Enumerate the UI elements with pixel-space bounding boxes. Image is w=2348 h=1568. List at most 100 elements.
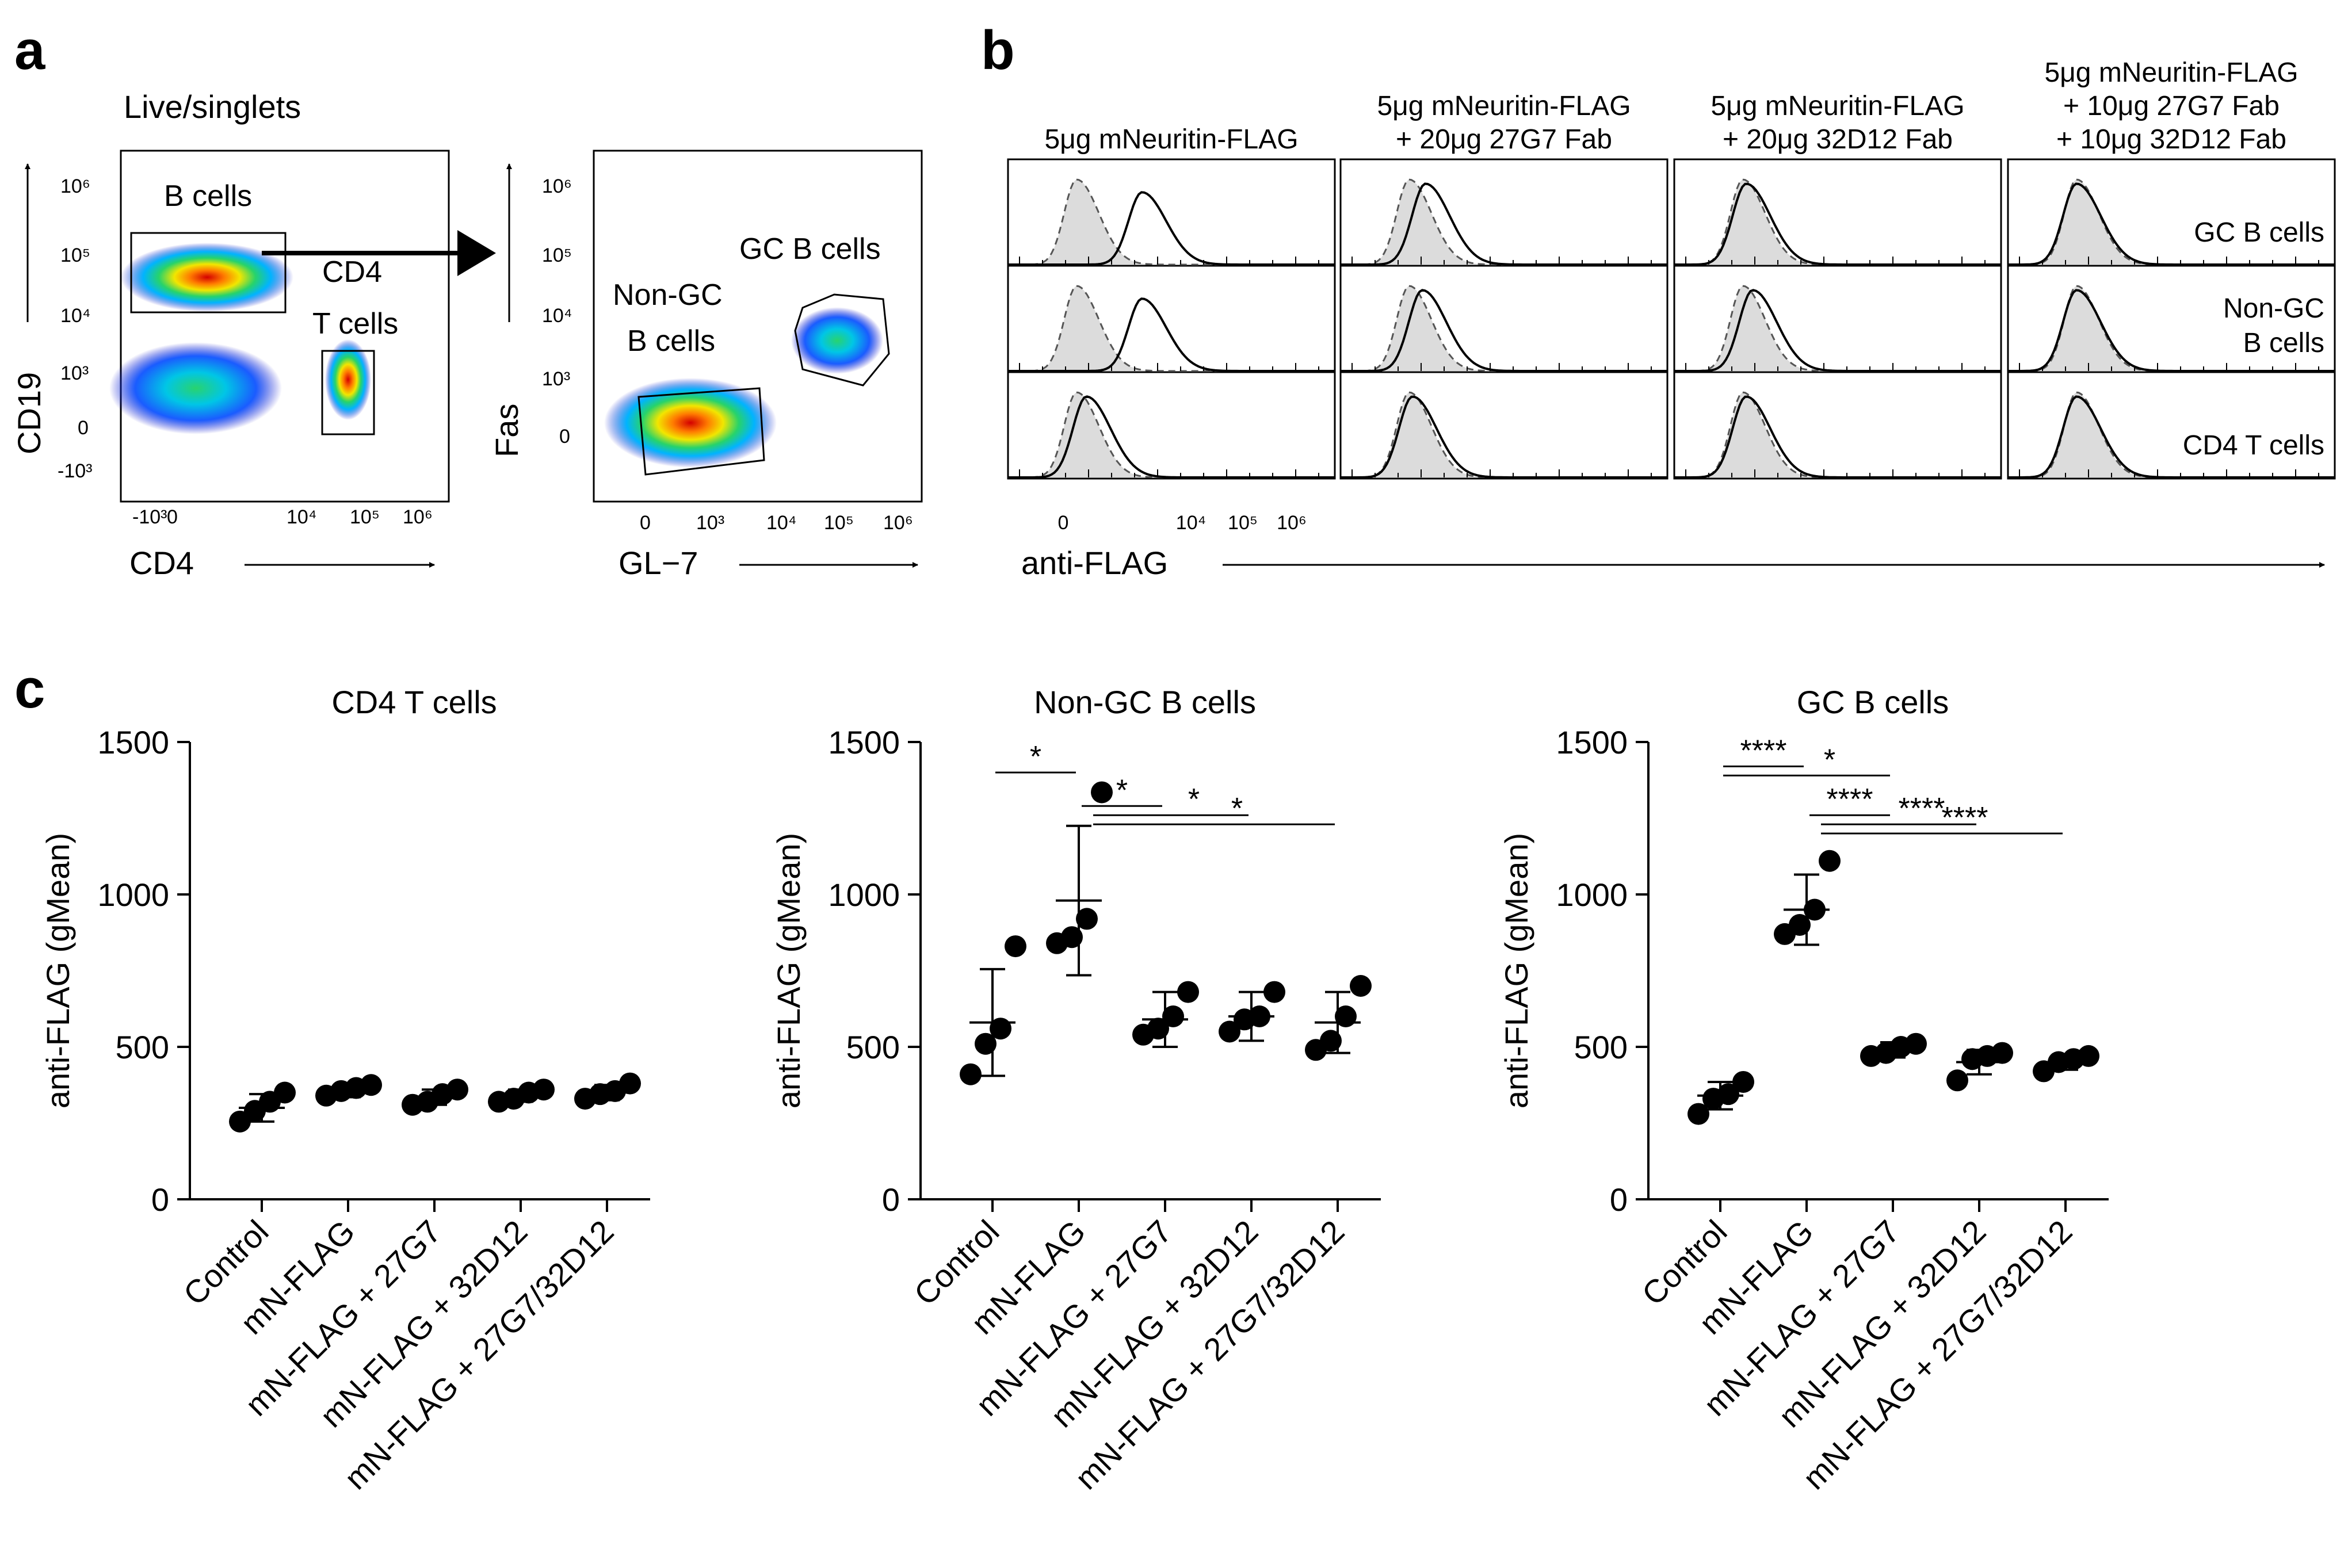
panel-a-title: Live/singlets — [124, 89, 301, 125]
y-axis-label: CD19 — [11, 372, 47, 454]
data-point — [1076, 908, 1098, 930]
x-tick: 10⁶ — [1277, 512, 1307, 534]
y-tick-label: 500 — [116, 1029, 169, 1065]
y-tick: 10⁶ — [60, 175, 90, 197]
histogram-sample-curve — [1341, 289, 1667, 372]
data-point — [1687, 1103, 1709, 1125]
y-tick: 10⁴ — [60, 305, 90, 327]
data-point — [1804, 898, 1826, 921]
density-b-cells — [121, 243, 293, 312]
y-tick: 10⁵ — [542, 244, 572, 266]
significance-label: * — [1231, 792, 1243, 825]
column-title-line: + 20μg 32D12 Fab — [1723, 124, 1953, 155]
x-tick: 10⁵ — [350, 506, 380, 528]
histogram-sample-curve — [1674, 289, 2001, 372]
x-tick: -10³ — [132, 506, 167, 528]
gate-label-cd4: CD4 — [322, 255, 382, 289]
x-tick: 10⁵ — [1228, 512, 1258, 534]
row-label: CD4 T cells — [2183, 430, 2324, 461]
column-title-line: 5μg mNeuritin-FLAG — [1377, 91, 1631, 121]
y-tick-label: 0 — [1610, 1181, 1628, 1218]
x-tick: 10³ — [696, 512, 724, 534]
data-point — [1177, 981, 1199, 1003]
gate-label-gc-b-cells: GC B cells — [739, 232, 881, 266]
histogram-control-fill — [1674, 392, 2001, 477]
data-point — [1946, 1069, 1968, 1092]
histogram-control-fill — [1674, 286, 2001, 371]
chart-title: CD4 T cells — [331, 684, 497, 720]
histogram-control-fill — [1008, 392, 1335, 477]
column-title-line: 5μg mNeuritin-FLAG — [1044, 124, 1298, 155]
histogram-control-fill — [1008, 179, 1335, 265]
data-point — [274, 1081, 296, 1104]
chart-title: GC B cells — [1797, 684, 1949, 720]
data-point — [533, 1079, 555, 1101]
data-point — [1249, 1005, 1270, 1027]
data-point — [975, 1032, 997, 1055]
data-point — [2078, 1045, 2099, 1067]
data-point — [1732, 1070, 1754, 1093]
x-tick: 10⁴ — [766, 512, 796, 534]
significance-label: **** — [1942, 801, 1988, 835]
x-tick: 10⁶ — [403, 506, 433, 528]
plot-frame — [120, 150, 450, 503]
x-tick: 10⁴ — [287, 506, 316, 528]
scatter-chart-1: CD4 T cells 0 500 1000 1500 anti-FLAG (gMean)… — [40, 684, 650, 1496]
gate-b-cells — [130, 232, 287, 313]
histogram-sample-curve — [1341, 395, 1667, 479]
data-point — [960, 1063, 982, 1085]
panel-label-c: c — [14, 658, 45, 720]
gate-cd4-t-cells — [321, 350, 375, 435]
y-tick-label: 1000 — [828, 877, 900, 913]
histogram-control-fill — [1341, 392, 1667, 477]
significance-label: **** — [1827, 783, 1873, 816]
panel-c: CD4 T cells 0 500 1000 1500 anti-FLAG (gMean)… — [40, 684, 2109, 1496]
gate-label-b-cells: B cells — [164, 179, 252, 213]
data-point — [1091, 781, 1113, 804]
column-title-line: + 10μg 27G7 Fab — [2063, 91, 2280, 121]
x-tick: 10⁴ — [1176, 512, 1206, 534]
significance-label: * — [1116, 774, 1128, 807]
density-gc-b-cells — [791, 307, 883, 374]
histogram-sample-curve — [1008, 191, 1335, 266]
histogram-sample-curve — [2008, 289, 2335, 372]
data-point — [990, 1018, 1011, 1040]
row-label: GC B cells — [2194, 217, 2324, 248]
significance-label: **** — [1740, 734, 1787, 767]
y-tick: 10⁵ — [60, 244, 90, 266]
data-point — [1061, 926, 1083, 949]
gate-label-t-cells: T cells — [312, 307, 398, 341]
gate-non-gc-b-cells — [637, 387, 765, 476]
significance-label: **** — [1899, 792, 1945, 825]
y-tick-label: 1000 — [1556, 877, 1628, 913]
y-tick: 10³ — [542, 368, 570, 390]
histogram-frame — [1673, 158, 2002, 480]
data-point — [1162, 1005, 1184, 1027]
x-axis-label: GL−7 — [619, 545, 698, 581]
histogram-column-3: 5μg mNeuritin-FLAG+ 20μg 32D12 Fab — [1673, 91, 2002, 480]
y-tick: 0 — [78, 417, 89, 439]
y-tick-label: 1500 — [1556, 724, 1628, 760]
data-point — [1905, 1032, 1927, 1055]
histogram-control-fill — [1008, 286, 1335, 371]
histogram-control-fill — [1341, 286, 1667, 371]
x-axis-label: anti-FLAG — [1021, 545, 1168, 581]
data-point — [1717, 1083, 1739, 1106]
column-title-line: + 10μg 32D12 Fab — [2056, 124, 2286, 155]
data-point — [446, 1079, 468, 1101]
y-tick: -10³ — [58, 460, 92, 482]
histogram-control-fill — [2008, 179, 2335, 265]
histogram-sample-curve — [2008, 395, 2335, 479]
y-axis-label: Fas — [488, 404, 525, 457]
gate-label-b-cells-2: B cells — [627, 324, 715, 358]
histogram-sample-curve — [1674, 182, 2001, 266]
y-tick-label: 0 — [151, 1181, 169, 1218]
data-point — [1819, 850, 1841, 872]
y-tick-label: 500 — [846, 1029, 900, 1065]
x-tick: 10⁶ — [883, 512, 913, 534]
histogram-column-2: 5μg mNeuritin-FLAG+ 20μg 27G7 Fab — [1339, 91, 1669, 480]
histogram-column-1: 5μg mNeuritin-FLAG — [1007, 124, 1336, 480]
y-tick-label: 500 — [1574, 1029, 1628, 1065]
flow-plot-fas-gl7: GC B cells Non-GC B cells 10⁶ 10⁵ 10⁴ 10… — [488, 150, 923, 581]
